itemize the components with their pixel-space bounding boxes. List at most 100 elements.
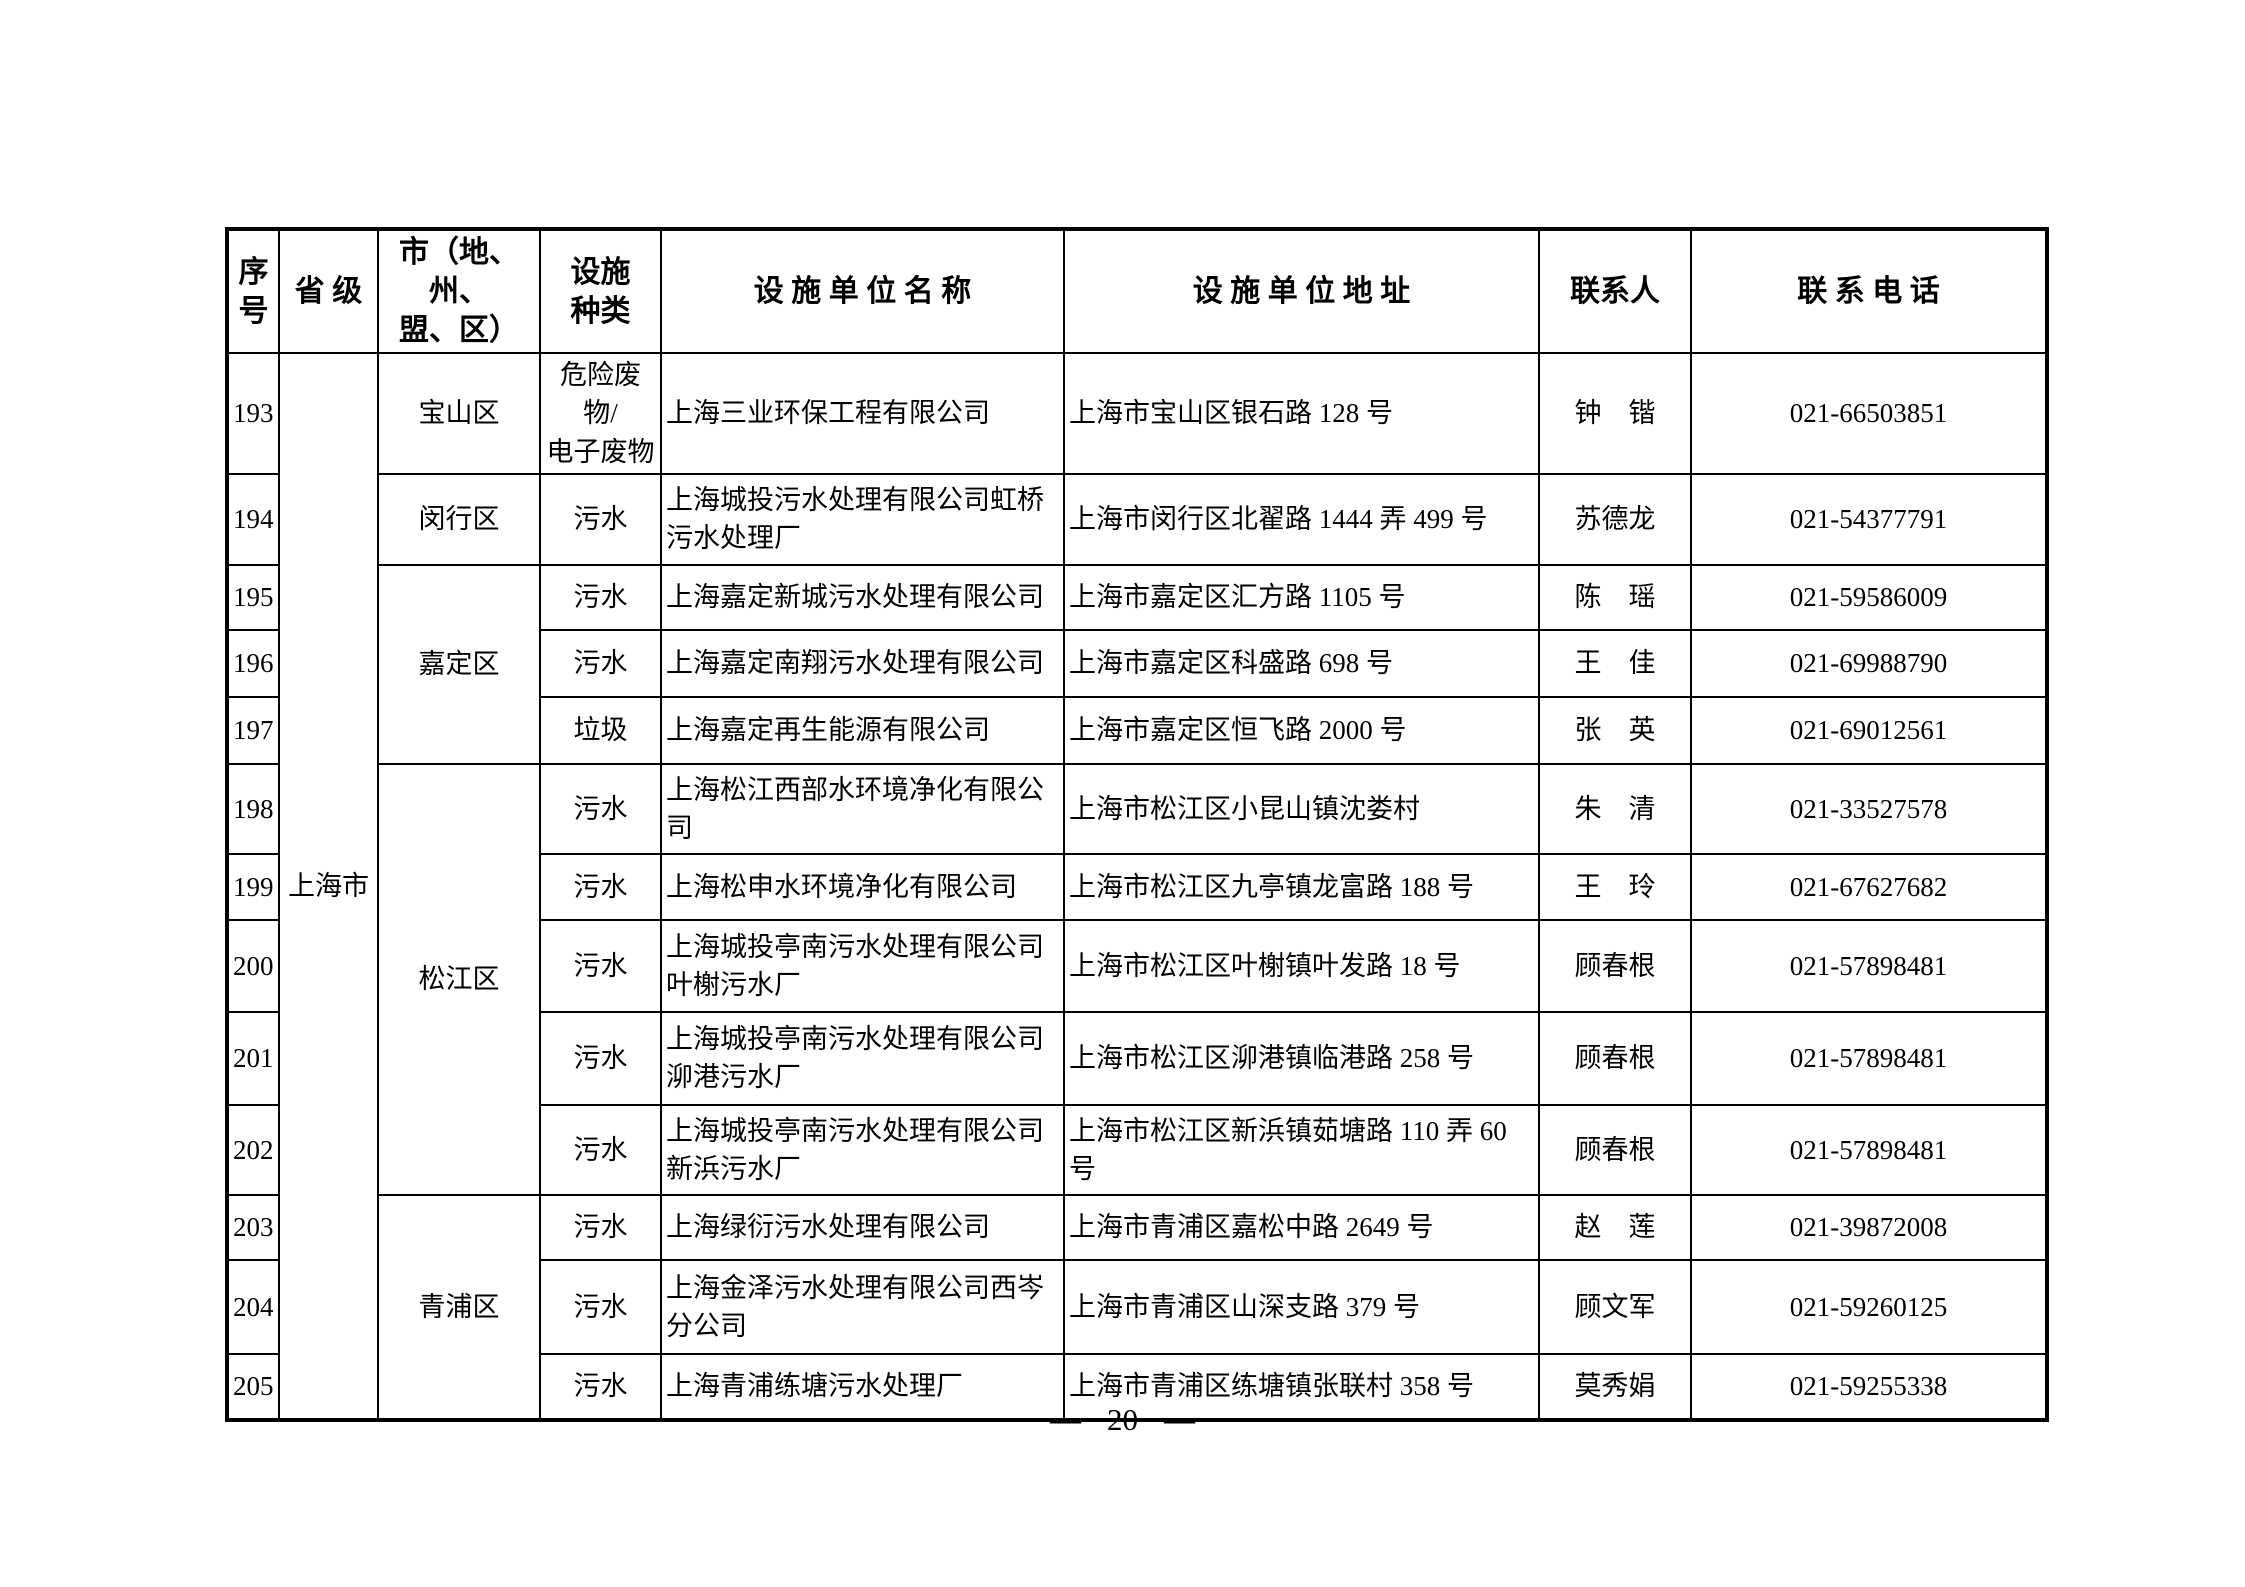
cell-phone: 021-39872008: [1690, 1193, 2048, 1261]
cell-name: 上海城投亭南污水处理有限公司新浜污水厂: [660, 1103, 1065, 1196]
cell-seq: 194: [226, 472, 280, 566]
cell-phone: 021-54377791: [1690, 472, 2048, 566]
cell-phone: 021-59586009: [1690, 563, 2048, 631]
cell-phone: 021-59255338: [1690, 1352, 2048, 1421]
header-seq: 序 号: [226, 228, 280, 354]
cell-phone: 021-57898481: [1690, 1010, 2048, 1106]
cell-contact: 莫秀娟: [1538, 1352, 1692, 1421]
header-type: 设施 种类: [539, 228, 662, 354]
cell-seq: 203: [226, 1193, 280, 1261]
cell-province: 上海市: [278, 352, 379, 1421]
cell-address: 上海市青浦区山深支路 379 号: [1063, 1258, 1540, 1355]
facility-table: 序 号省 级市（地、州、 盟、区） 设施 种类设 施 单 位 名 称设 施 单 位…: [225, 227, 2049, 1422]
cell-seq: 200: [226, 918, 280, 1013]
cell-address: 上海市闵行区北翟路 1444 弄 499 号: [1063, 472, 1540, 566]
cell-seq: 196: [226, 628, 280, 698]
cell-contact: 苏德龙: [1538, 472, 1692, 566]
cell-district: 闵行区: [377, 472, 541, 566]
cell-address: 上海市松江区叶榭镇叶发路 18 号: [1063, 918, 1540, 1013]
cell-contact: 陈 瑶: [1538, 563, 1692, 631]
cell-contact: 顾春根: [1538, 1010, 1692, 1106]
cell-name: 上海三业环保工程有限公司: [660, 352, 1065, 475]
cell-address: 上海市宝山区银石路 128 号: [1063, 352, 1540, 475]
cell-name: 上海嘉定新城污水处理有限公司: [660, 563, 1065, 631]
cell-type: 污水: [539, 852, 662, 921]
cell-name: 上海嘉定南翔污水处理有限公司: [660, 628, 1065, 698]
cell-district: 嘉定区: [377, 563, 541, 765]
cell-seq: 193: [226, 352, 280, 475]
cell-phone: 021-67627682: [1690, 852, 2048, 921]
cell-contact: 顾春根: [1538, 918, 1692, 1013]
cell-seq: 195: [226, 563, 280, 631]
footer-dash-right: —: [1164, 1402, 1195, 1437]
table-row: 201 污水 上海城投亭南污水处理有限公司泖港污水厂 上海市松江区泖港镇临港路 258…: [226, 1010, 2048, 1106]
cell-phone: 021-66503851: [1690, 352, 2048, 475]
cell-name: 上海嘉定再生能源有限公司: [660, 695, 1065, 765]
cell-contact: 顾文军: [1538, 1258, 1692, 1355]
cell-address: 上海市嘉定区汇方路 1105 号: [1063, 563, 1540, 631]
cell-phone: 021-69988790: [1690, 628, 2048, 698]
cell-phone: 021-33527578: [1690, 762, 2048, 855]
cell-phone: 021-57898481: [1690, 918, 2048, 1013]
header-phone: 联 系 电 话: [1690, 228, 2048, 354]
cell-name: 上海金泽污水处理有限公司西岑分公司: [660, 1258, 1065, 1355]
header-name: 设 施 单 位 名 称: [660, 228, 1065, 354]
cell-type: 垃圾: [539, 695, 662, 765]
footer-dash-left: —: [1050, 1402, 1081, 1437]
cell-address: 上海市嘉定区恒飞路 2000 号: [1063, 695, 1540, 765]
table-row: 200 污水 上海城投亭南污水处理有限公司叶榭污水厂 上海市松江区叶榭镇叶发路 18 …: [226, 918, 2048, 1013]
table-row: 204 污水 上海金泽污水处理有限公司西岑分公司 上海市青浦区山深支路 379 号顾文…: [226, 1258, 2048, 1355]
cell-district: 宝山区: [377, 352, 541, 475]
cell-phone: 021-69012561: [1690, 695, 2048, 765]
cell-name: 上海城投亭南污水处理有限公司泖港污水厂: [660, 1010, 1065, 1106]
table-row: 194 闵行区 污水 上海城投污水处理有限公司虹桥污水处理厂 上海市闵行区北翟路 144…: [226, 472, 2048, 566]
cell-seq: 202: [226, 1103, 280, 1196]
cell-type: 污水: [539, 1193, 662, 1261]
cell-seq: 198: [226, 762, 280, 855]
cell-name: 上海城投污水处理有限公司虹桥污水处理厂: [660, 472, 1065, 566]
cell-type: 污水: [539, 918, 662, 1013]
header-province: 省 级: [278, 228, 379, 354]
cell-name: 上海青浦练塘污水处理厂: [660, 1352, 1065, 1421]
cell-name: 上海松江西部水环境净化有限公司: [660, 762, 1065, 855]
header-contact: 联系人: [1538, 228, 1692, 354]
cell-contact: 王 佳: [1538, 628, 1692, 698]
table-row: 205 污水 上海青浦练塘污水处理厂 上海市青浦区练塘镇张联村 358 号莫秀娟 021…: [226, 1352, 2048, 1421]
cell-contact: 赵 莲: [1538, 1193, 1692, 1261]
cell-seq: 199: [226, 852, 280, 921]
cell-type: 污水: [539, 1103, 662, 1196]
cell-type: 危险废物/ 电子废物: [539, 352, 662, 475]
cell-address: 上海市嘉定区科盛路 698 号: [1063, 628, 1540, 698]
cell-address: 上海市松江区九亭镇龙富路 188 号: [1063, 852, 1540, 921]
cell-address: 上海市青浦区练塘镇张联村 358 号: [1063, 1352, 1540, 1421]
cell-type: 污水: [539, 1010, 662, 1106]
cell-contact: 顾春根: [1538, 1103, 1692, 1196]
cell-contact: 王 玲: [1538, 852, 1692, 921]
header-address: 设 施 单 位 地 址: [1063, 228, 1540, 354]
cell-phone: 021-57898481: [1690, 1103, 2048, 1196]
cell-seq: 201: [226, 1010, 280, 1106]
cell-type: 污水: [539, 472, 662, 566]
table-row: 196 污水 上海嘉定南翔污水处理有限公司 上海市嘉定区科盛路 698 号王 佳 021…: [226, 628, 2048, 698]
cell-seq: 197: [226, 695, 280, 765]
cell-type: 污水: [539, 1352, 662, 1421]
cell-contact: 钟 锴: [1538, 352, 1692, 475]
cell-phone: 021-59260125: [1690, 1258, 2048, 1355]
cell-address: 上海市松江区小昆山镇沈娄村: [1063, 762, 1540, 855]
cell-type: 污水: [539, 1258, 662, 1355]
cell-name: 上海绿衍污水处理有限公司: [660, 1193, 1065, 1261]
header-district: 市（地、州、 盟、区）: [377, 228, 541, 354]
cell-type: 污水: [539, 628, 662, 698]
table-row: 193 上海市 宝山区 危险废物/ 电子废物 上海三业环保工程有限公司 上海市宝山区银石路…: [226, 352, 2048, 1421]
table-row: 202 污水 上海城投亭南污水处理有限公司新浜污水厂 上海市松江区新浜镇茹塘路 110…: [226, 1103, 2048, 1196]
cell-name: 上海松申水环境净化有限公司: [660, 852, 1065, 921]
cell-address: 上海市松江区泖港镇临港路 258 号: [1063, 1010, 1540, 1106]
cell-address: 上海市松江区新浜镇茹塘路 110 弄 60 号: [1063, 1103, 1540, 1196]
table-header-row: 序 号省 级市（地、州、 盟、区） 设施 种类设 施 单 位 名 称设 施 单 位…: [226, 228, 2048, 354]
cell-name: 上海城投亭南污水处理有限公司叶榭污水厂: [660, 918, 1065, 1013]
table-row: 197 垃圾 上海嘉定再生能源有限公司 上海市嘉定区恒飞路 2000 号张 英 021-…: [226, 695, 2048, 765]
cell-seq: 204: [226, 1258, 280, 1355]
table-row: 203 青浦区 污水 上海绿衍污水处理有限公司 上海市青浦区嘉松中路 2649 号赵 莲…: [226, 1193, 2048, 1421]
